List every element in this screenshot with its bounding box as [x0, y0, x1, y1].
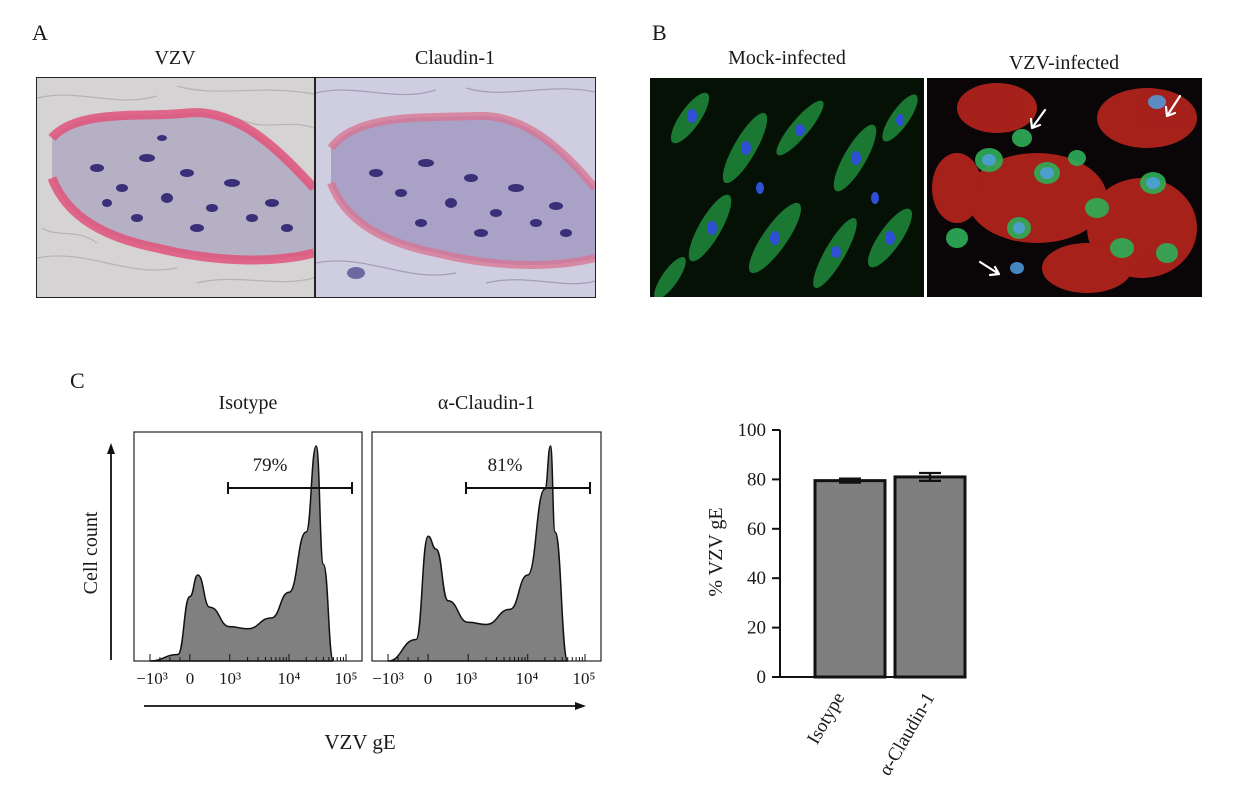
y-axis-label: Cell count: [80, 511, 102, 594]
x-axis-label: VZV gE: [324, 730, 395, 754]
bar-marks: [813, 471, 967, 679]
tick-label: −10³: [136, 669, 168, 688]
fluorescence-image-mock: [650, 78, 924, 297]
bar-y-axis-label: % VZV gE: [705, 507, 727, 596]
histology-image-claudin: [315, 77, 596, 298]
bar-category-label-claudin: α-Claudin-1: [875, 689, 939, 779]
bar-category-label-isotype: Isotype: [803, 689, 849, 748]
panel-a-title-claudin: Claudin-1: [415, 47, 495, 69]
gate-claudin: [465, 482, 591, 494]
x-ticks-isotype: [149, 654, 347, 661]
tick-label: 10⁴: [516, 669, 539, 688]
bar-y-tick-label: 0: [757, 667, 767, 688]
tick-label: 10³: [455, 669, 477, 688]
bar-isotype: [813, 479, 887, 679]
panel-b-title-vzv: VZV-infected: [1008, 52, 1120, 74]
gate-percent-isotype: 79%: [253, 455, 288, 476]
tick-label: 0: [424, 669, 433, 688]
error-bar-isotype: [839, 477, 861, 484]
panel-label-a: A: [32, 20, 48, 45]
histogram-title-isotype: Isotype: [218, 392, 278, 414]
bar-y-ticks: 0 20 40 60 80 100: [738, 420, 780, 688]
bar-y-tick-label: 20: [747, 618, 766, 639]
panel-a-title-vzv: VZV: [154, 47, 196, 69]
histogram-area-isotype: [149, 445, 335, 662]
bar-y-tick-label: 100: [738, 420, 767, 441]
tick-label: 0: [186, 669, 195, 688]
tick-label: 10⁵: [335, 669, 358, 688]
bar-chart: 0 20 40 60 80 100 % VZV gE Isotype α-Claudin-…: [705, 420, 967, 779]
tick-label: −10³: [372, 669, 404, 688]
histology-image-vzv: [36, 77, 315, 298]
bar-claudin: [893, 475, 967, 679]
histogram-area-claudin: [387, 445, 569, 662]
fluorescence-image-vzv: [927, 78, 1202, 297]
tick-label: 10⁵: [573, 669, 596, 688]
gate-percent-claudin: 81%: [488, 455, 523, 476]
x-ticks-claudin: [387, 654, 586, 661]
error-bar-claudin: [919, 471, 941, 482]
bar-y-tick-label: 60: [747, 519, 766, 540]
gate-isotype: [227, 482, 353, 494]
panel-label-b: B: [652, 20, 667, 45]
histogram-title-claudin: α-Claudin-1: [437, 392, 536, 414]
panel-label-c: C: [70, 368, 85, 393]
bar-y-tick-label: 80: [747, 469, 766, 490]
tick-label: 10³: [219, 669, 241, 688]
bar-y-tick-label: 40: [747, 568, 766, 589]
panel-b-title-mock: Mock-infected: [728, 47, 846, 69]
tick-label: 10⁴: [278, 669, 301, 688]
